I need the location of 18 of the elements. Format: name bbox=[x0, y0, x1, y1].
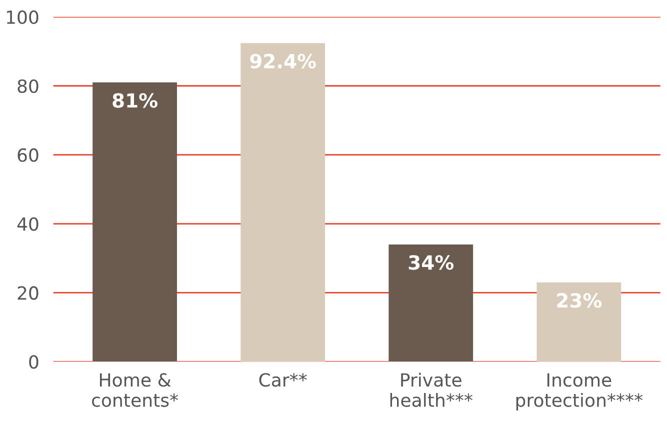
y-tick-label: 40 bbox=[17, 217, 38, 231]
bar bbox=[388, 244, 474, 362]
y-tick-label: 100 bbox=[6, 10, 38, 24]
x-tick-label: Car** bbox=[259, 373, 307, 387]
data-label: 81% bbox=[112, 93, 158, 108]
data-label: 34% bbox=[408, 255, 454, 270]
x-tick-label: Home & contents* bbox=[92, 373, 178, 407]
bar bbox=[240, 43, 326, 362]
x-tick-label: Income protection**** bbox=[516, 373, 643, 410]
y-tick-label: 60 bbox=[18, 148, 38, 162]
y-tick-label: 20 bbox=[18, 286, 38, 300]
bar bbox=[536, 282, 622, 362]
x-tick-label: Private health*** bbox=[390, 372, 472, 407]
bar bbox=[92, 82, 177, 362]
y-tick-label: 0 bbox=[29, 355, 38, 369]
data-label: 92.4% bbox=[250, 54, 316, 69]
y-tick-label: 80 bbox=[18, 79, 38, 93]
data-label: 23% bbox=[557, 293, 602, 308]
